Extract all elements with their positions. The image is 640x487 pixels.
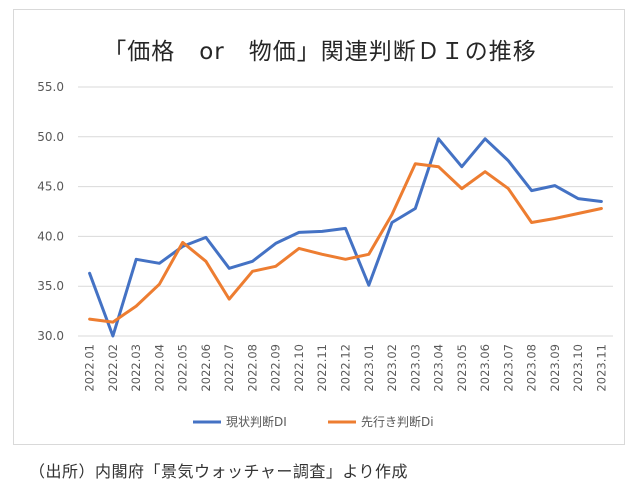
chart-title: 「価格 or 物価」関連判断ＤＩの推移 bbox=[103, 39, 537, 65]
legend-label: 現状判断DI bbox=[226, 414, 287, 429]
x-tick-label: 2023.08 bbox=[525, 344, 539, 392]
series-line-1 bbox=[88, 137, 603, 338]
x-tick-label: 2023.02 bbox=[385, 344, 399, 392]
x-tick-label: 2022.02 bbox=[106, 344, 120, 392]
x-tick-label: 2022.11 bbox=[315, 344, 329, 392]
legend-label: 先行き判断Di bbox=[361, 414, 434, 429]
gridlines bbox=[78, 86, 613, 337]
x-tick-label: 2023.01 bbox=[362, 344, 376, 392]
x-tick-label: 2022.04 bbox=[152, 344, 166, 392]
source-note: （出所）内閣府「景気ウォッチャー調査」より作成 bbox=[29, 462, 409, 481]
x-tick-label: 2023.06 bbox=[478, 344, 492, 392]
chart-frame bbox=[13, 9, 625, 445]
x-axis-ticks: 2022.01 2022.02 2022.03 2022.04 2022.05 2022.… bbox=[83, 344, 609, 392]
y-tick-label: 40.0 bbox=[37, 229, 64, 243]
x-tick-label: 2023.10 bbox=[571, 344, 585, 392]
x-tick-label: 2023.07 bbox=[501, 344, 515, 392]
legend: 現状判断DI 先行き判断Di bbox=[193, 414, 434, 429]
x-tick-label: 2022.05 bbox=[176, 344, 190, 392]
x-tick-label: 2023.05 bbox=[455, 344, 469, 392]
x-tick-label: 2022.08 bbox=[245, 344, 259, 392]
x-tick-label: 2022.03 bbox=[129, 344, 143, 392]
y-tick-label: 55.0 bbox=[37, 80, 64, 94]
series-line-2 bbox=[88, 162, 603, 324]
x-tick-label: 2022.09 bbox=[269, 344, 283, 392]
y-tick-label: 45.0 bbox=[37, 180, 64, 194]
x-tick-label: 2023.09 bbox=[548, 344, 562, 392]
y-tick-label: 35.0 bbox=[37, 279, 64, 293]
x-tick-label: 2022.10 bbox=[292, 344, 306, 392]
x-tick-label: 2022.01 bbox=[83, 344, 97, 392]
y-tick-label: 30.0 bbox=[37, 329, 64, 343]
x-tick-label: 2023.03 bbox=[408, 344, 422, 392]
x-tick-label: 2023.04 bbox=[432, 344, 446, 392]
x-tick-label: 2022.07 bbox=[222, 344, 236, 392]
x-tick-label: 2023.11 bbox=[594, 344, 608, 392]
series-lines bbox=[88, 137, 603, 338]
x-tick-label: 2022.12 bbox=[339, 344, 353, 392]
y-axis-ticks: 30.0 35.0 40.0 45.0 50.0 55.0 bbox=[37, 80, 64, 343]
y-tick-label: 50.0 bbox=[37, 130, 64, 144]
x-tick-label: 2022.06 bbox=[199, 344, 213, 392]
